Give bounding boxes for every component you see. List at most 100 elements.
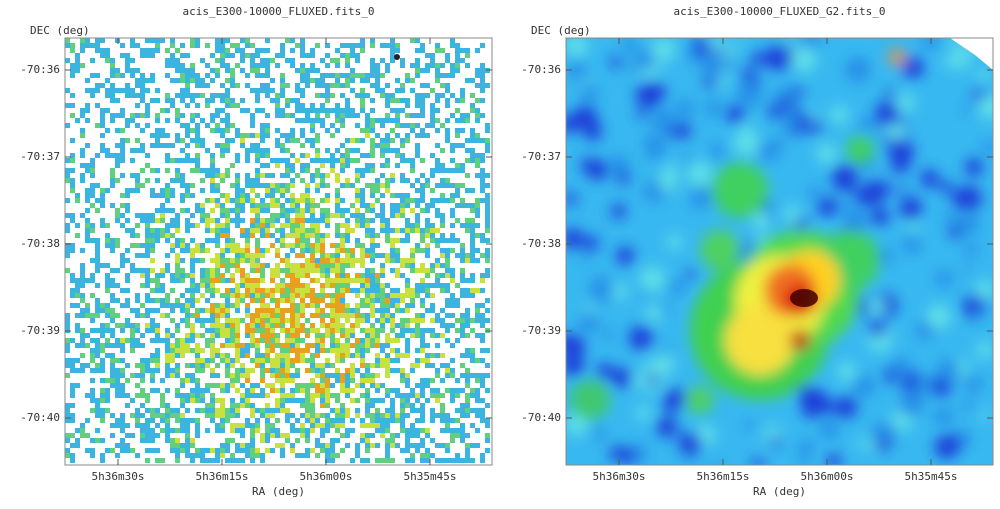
pixel bbox=[145, 38, 150, 43]
pixel bbox=[345, 388, 350, 393]
pixel bbox=[250, 63, 255, 68]
pixel bbox=[200, 83, 205, 88]
blob bbox=[611, 283, 628, 300]
pixel bbox=[110, 203, 115, 208]
pixel bbox=[335, 393, 340, 398]
pixel bbox=[405, 428, 410, 433]
pixel bbox=[475, 173, 480, 178]
pixel bbox=[305, 168, 310, 173]
pixel bbox=[80, 108, 85, 113]
pixel bbox=[405, 328, 410, 333]
pixel bbox=[425, 53, 430, 58]
pixel bbox=[185, 208, 190, 213]
pixel bbox=[410, 78, 415, 83]
pixel bbox=[320, 393, 325, 398]
pixel bbox=[475, 303, 480, 308]
pixel bbox=[320, 218, 325, 223]
pixel bbox=[235, 448, 240, 453]
blob bbox=[958, 431, 972, 444]
blob bbox=[725, 305, 795, 375]
pixel bbox=[115, 453, 120, 458]
pixel bbox=[240, 208, 245, 213]
pixel bbox=[150, 258, 155, 263]
pixel bbox=[165, 428, 170, 433]
pixel bbox=[360, 198, 365, 203]
pixel bbox=[340, 83, 345, 88]
pixel bbox=[105, 398, 110, 403]
pixel bbox=[105, 188, 110, 193]
pixel bbox=[230, 103, 235, 108]
pixel bbox=[220, 48, 225, 53]
pixel bbox=[460, 353, 465, 358]
pixel bbox=[250, 413, 255, 418]
pixel bbox=[385, 413, 390, 418]
pixel bbox=[345, 353, 350, 358]
pixel bbox=[335, 278, 340, 283]
pixel bbox=[85, 313, 90, 318]
pixel bbox=[275, 308, 280, 313]
pixel bbox=[450, 208, 455, 213]
pixel bbox=[305, 188, 310, 193]
pixel bbox=[240, 138, 245, 143]
pixel bbox=[90, 258, 95, 263]
pixel bbox=[75, 303, 80, 308]
pixel bbox=[455, 163, 460, 168]
pixel bbox=[345, 303, 350, 308]
pixel bbox=[430, 58, 435, 63]
pixel bbox=[260, 268, 265, 273]
pixel bbox=[175, 228, 180, 233]
pixel bbox=[360, 288, 365, 293]
pixel bbox=[315, 333, 320, 338]
pixel bbox=[260, 298, 265, 303]
pixel bbox=[405, 348, 410, 353]
pixel bbox=[130, 73, 135, 78]
pixel bbox=[375, 63, 380, 68]
pixel bbox=[255, 213, 260, 218]
pixel bbox=[290, 218, 295, 223]
pixel bbox=[450, 438, 455, 443]
pixel bbox=[250, 383, 255, 388]
pixel bbox=[235, 333, 240, 338]
pixel bbox=[390, 98, 395, 103]
pixel bbox=[255, 48, 260, 53]
pixel bbox=[345, 338, 350, 343]
pixel bbox=[300, 68, 305, 73]
pixel bbox=[420, 228, 425, 233]
pixel bbox=[140, 313, 145, 318]
pixel bbox=[430, 293, 435, 298]
pixel bbox=[455, 48, 460, 53]
pixel bbox=[300, 73, 305, 78]
pixel bbox=[235, 348, 240, 353]
pixel bbox=[340, 403, 345, 408]
pixel bbox=[325, 448, 330, 453]
pixel bbox=[390, 318, 395, 323]
pixel bbox=[225, 198, 230, 203]
pixel bbox=[150, 298, 155, 303]
pixel bbox=[480, 303, 485, 308]
pixel bbox=[210, 393, 215, 398]
pixel bbox=[215, 258, 220, 263]
pixel bbox=[70, 248, 75, 253]
pixel bbox=[255, 423, 260, 428]
pixel bbox=[485, 223, 490, 228]
pixel bbox=[330, 108, 335, 113]
pixel bbox=[135, 308, 140, 313]
pixel bbox=[210, 293, 215, 298]
pixel bbox=[335, 193, 340, 198]
pixel bbox=[85, 333, 90, 338]
pixel bbox=[125, 118, 130, 123]
pixel bbox=[485, 83, 490, 88]
pixel bbox=[415, 313, 420, 318]
pixel bbox=[365, 328, 370, 333]
pixel bbox=[125, 278, 130, 283]
pixel bbox=[210, 168, 215, 173]
pixel bbox=[380, 418, 385, 423]
pixel bbox=[345, 343, 350, 348]
pixel bbox=[240, 383, 245, 388]
pixel bbox=[465, 393, 470, 398]
pixel bbox=[370, 73, 375, 78]
pixel bbox=[300, 63, 305, 68]
pixel bbox=[345, 223, 350, 228]
blob bbox=[963, 398, 976, 411]
pixel bbox=[195, 288, 200, 293]
